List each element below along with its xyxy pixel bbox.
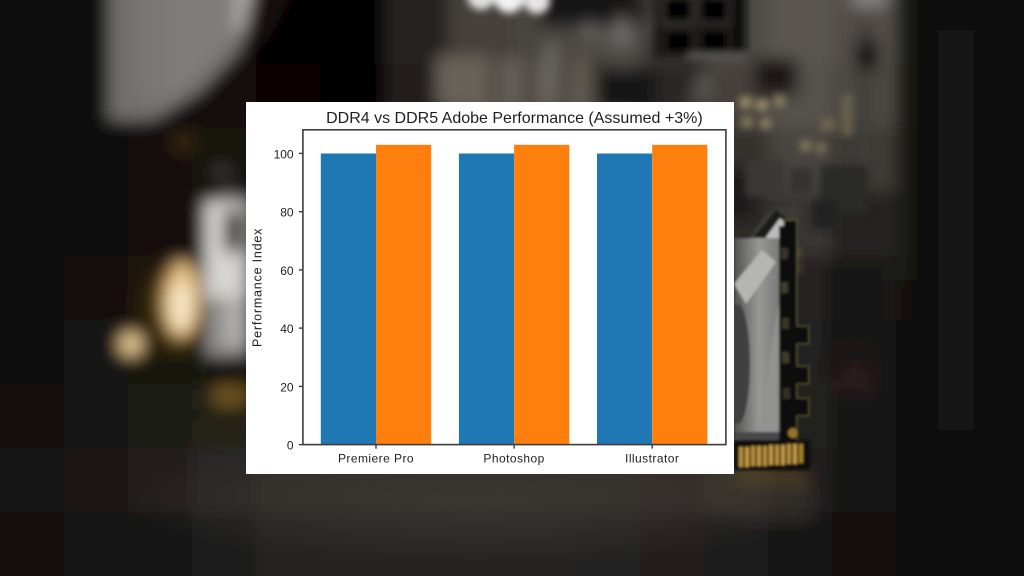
svg-text:40: 40 [280,322,294,336]
svg-text:Performance Index: Performance Index [251,228,265,347]
svg-text:0: 0 [287,439,294,453]
svg-text:20: 20 [280,380,294,394]
svg-text:60: 60 [280,264,294,278]
svg-text:DDR4 vs DDR5 Adobe Performance: DDR4 vs DDR5 Adobe Performance (Assumed … [326,110,703,127]
svg-text:Photoshop: Photoshop [483,452,544,466]
svg-text:Premiere Pro: Premiere Pro [338,452,414,466]
svg-text:80: 80 [280,206,294,220]
svg-text:Illustrator: Illustrator [625,452,679,466]
svg-text:100: 100 [274,147,294,161]
